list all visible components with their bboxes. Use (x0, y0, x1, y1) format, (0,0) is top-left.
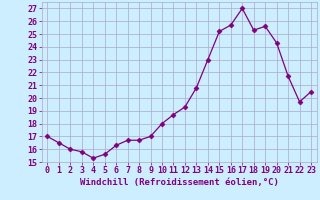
X-axis label: Windchill (Refroidissement éolien,°C): Windchill (Refroidissement éolien,°C) (80, 178, 279, 187)
